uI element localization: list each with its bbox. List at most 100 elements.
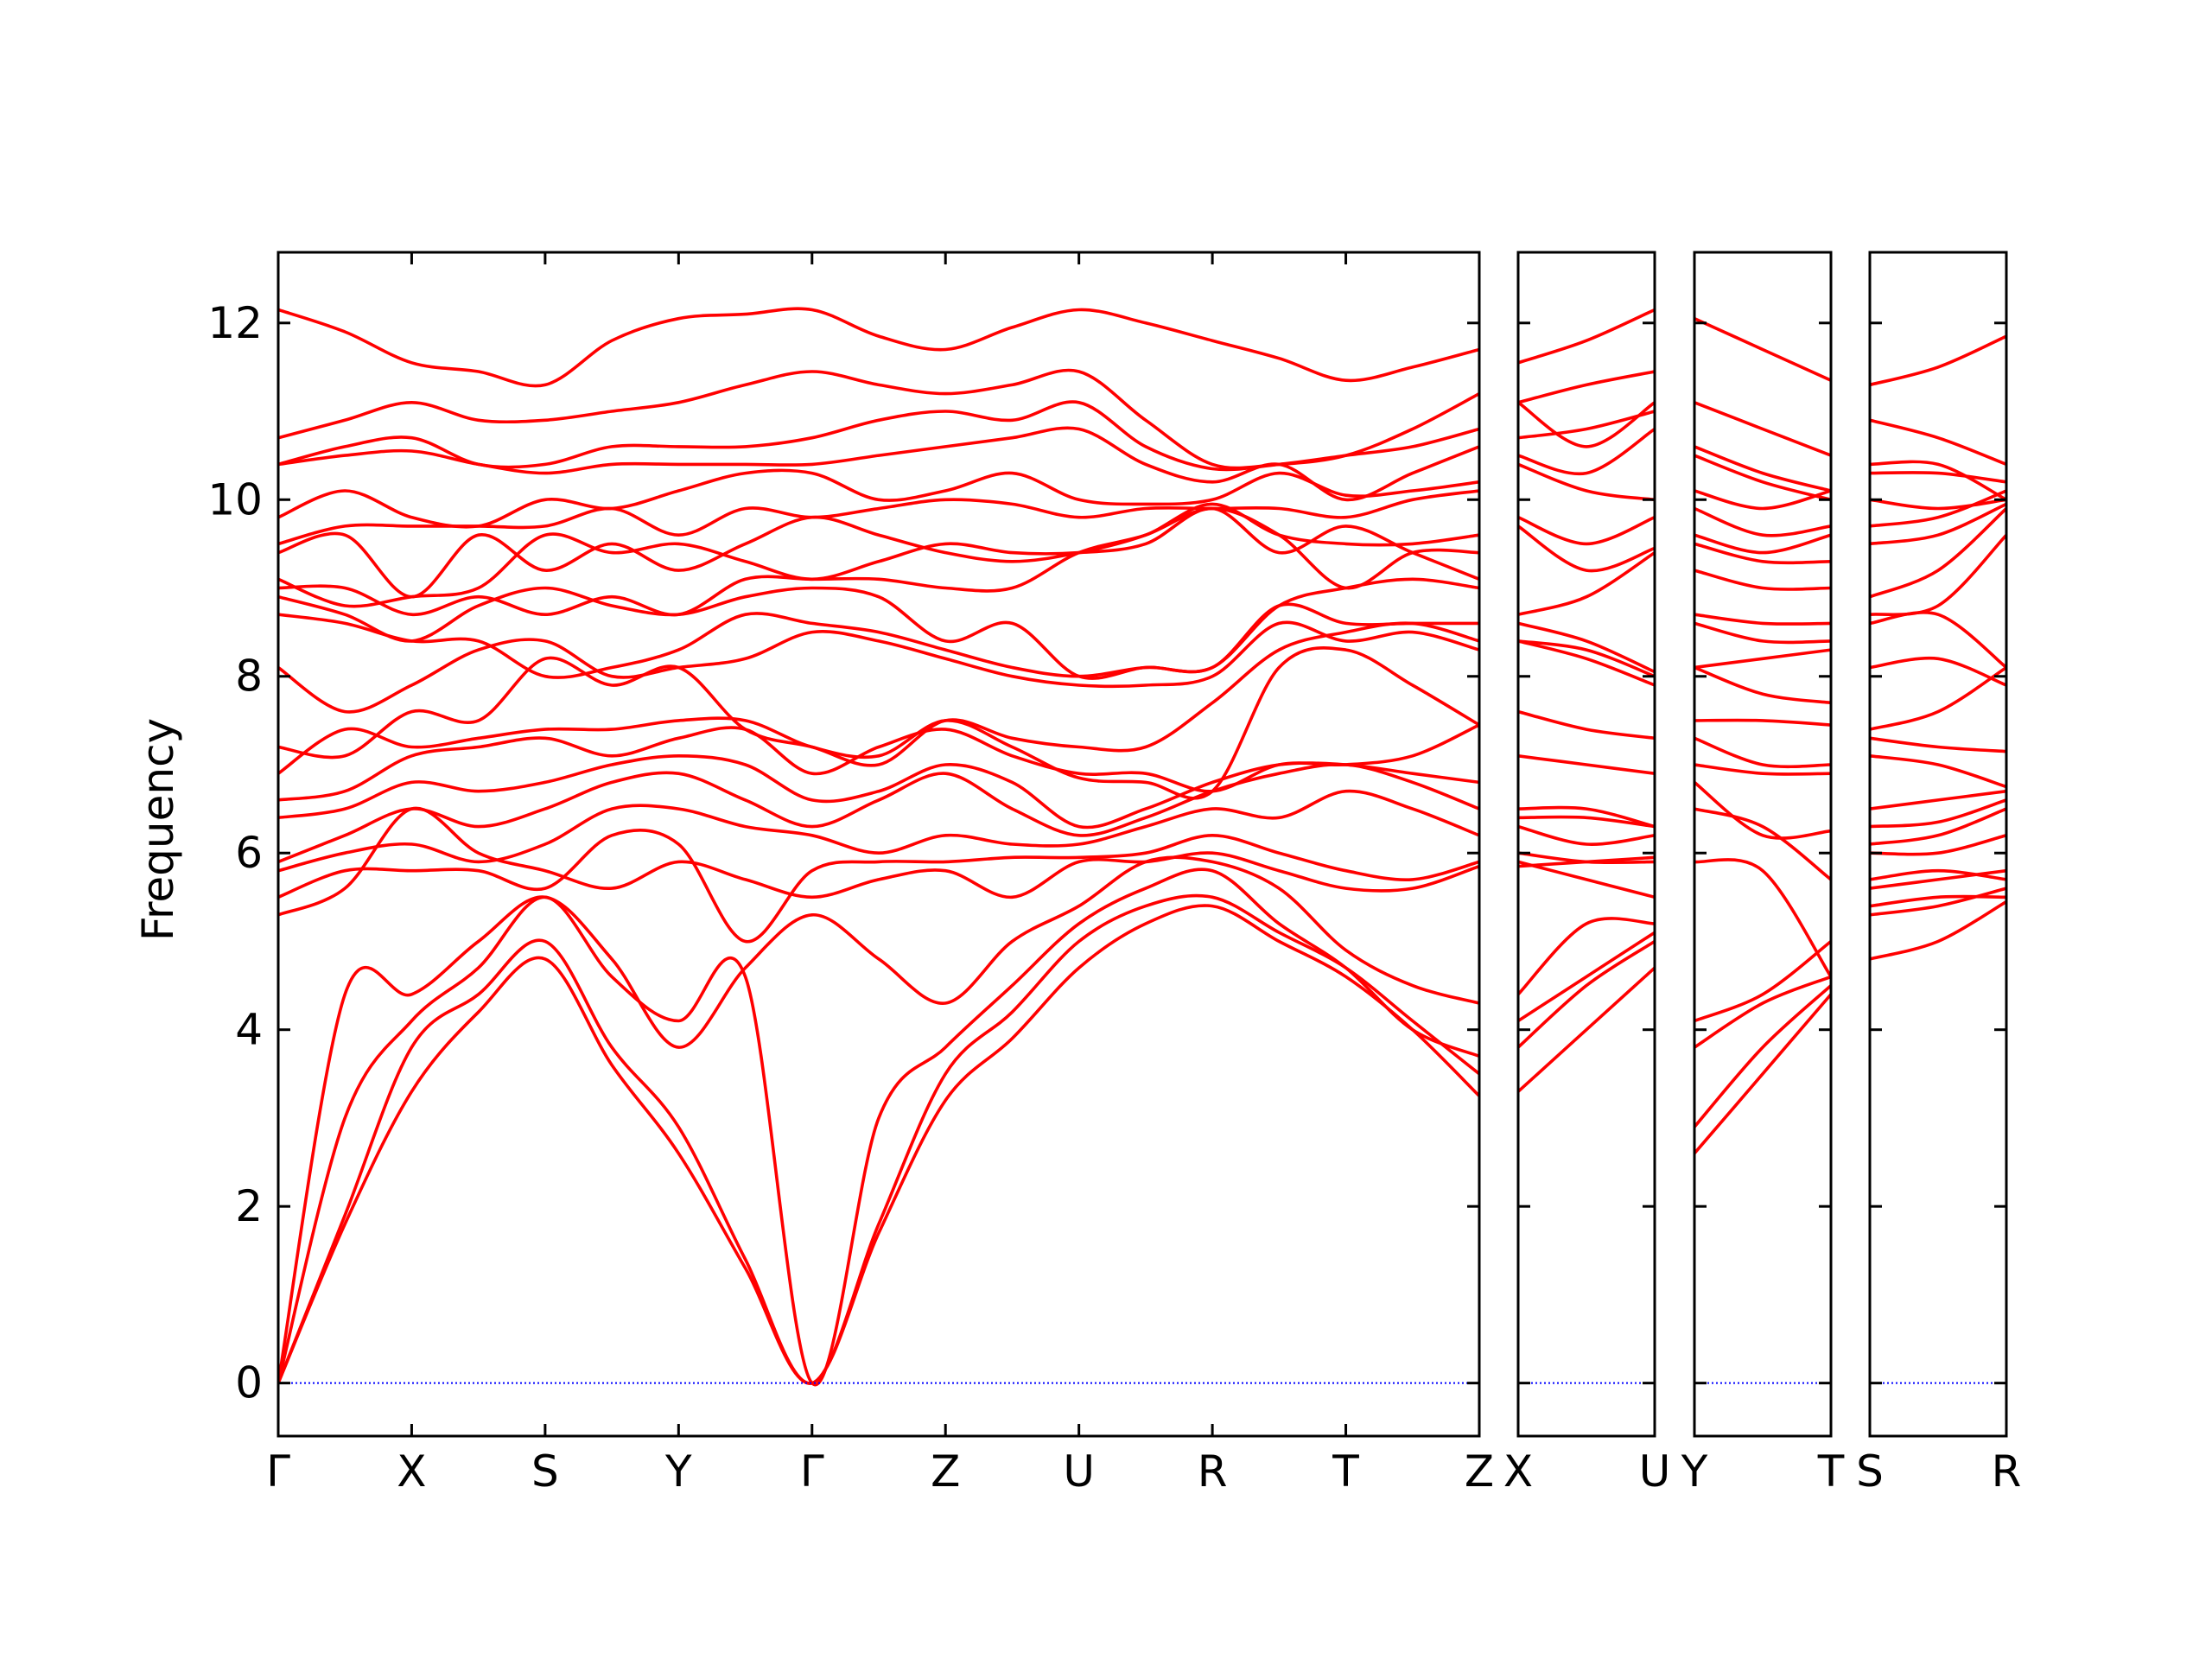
band-line	[278, 506, 1479, 608]
band-line	[1870, 754, 2006, 789]
x-tick-label: R	[1992, 1446, 2022, 1497]
band-line	[278, 829, 1479, 944]
band-line	[278, 577, 1479, 680]
band-line	[278, 855, 1479, 1384]
y-tick-label: 12	[207, 298, 263, 348]
band-line	[1870, 489, 2006, 528]
band-line	[1694, 858, 1831, 978]
band-line	[1694, 506, 1831, 537]
band-line	[278, 806, 1479, 917]
band-line	[1518, 815, 1655, 829]
panel-frame	[1693, 251, 1833, 1438]
band-line	[1518, 462, 1655, 502]
x-tick-label: Γ	[800, 1446, 824, 1497]
band-line	[1870, 798, 2006, 829]
band-line	[1518, 401, 1655, 448]
band-line	[1518, 966, 1655, 1093]
panel-frame	[1516, 251, 1656, 1438]
band-line	[1870, 656, 2006, 687]
panel-frame	[276, 251, 1481, 1438]
y-tick-label: 6	[235, 828, 263, 878]
band-line	[1518, 931, 1655, 1023]
band-line	[278, 468, 1479, 529]
x-tick-label: T	[1817, 1446, 1845, 1497]
x-tick-label: T	[1332, 1446, 1359, 1497]
band-line	[1518, 639, 1655, 687]
band-line	[1694, 569, 1831, 591]
band-line	[1694, 648, 1831, 670]
y-tick-label: 4	[235, 1005, 263, 1055]
x-tick-label: S	[1856, 1446, 1884, 1497]
x-tick-label: U	[1063, 1446, 1095, 1497]
panel-1: 0 2 4 6 8 10 12 Γ X S Y Γ Z U R T Z	[207, 251, 1494, 1497]
band-line	[1518, 754, 1655, 775]
band-line	[1518, 939, 1655, 1049]
band-line	[1870, 334, 2006, 387]
band-line	[1518, 516, 1655, 546]
band-line	[1518, 410, 1655, 440]
y-axis-label: Frequency	[133, 718, 183, 941]
band-line	[1518, 427, 1655, 476]
x-tick-label: Z	[931, 1446, 960, 1497]
band-line	[278, 621, 1479, 767]
band-line	[1694, 763, 1831, 776]
band-line	[1518, 639, 1655, 678]
band-line	[1518, 524, 1655, 573]
band-line	[1694, 665, 1831, 705]
band-line	[278, 502, 1479, 599]
band-line	[1518, 851, 1655, 864]
band-line	[1694, 807, 1831, 881]
band-line	[1694, 445, 1831, 493]
band-line	[1870, 736, 2006, 753]
band-line	[1694, 993, 1831, 1154]
panel-frame	[1868, 251, 2008, 1438]
x-tick-label: U	[1639, 1446, 1671, 1497]
x-tick-label: X	[1503, 1446, 1533, 1497]
band-line	[1870, 899, 2006, 961]
band-line	[1518, 860, 1655, 899]
x-tick-label: R	[1198, 1446, 1228, 1497]
band-line	[1694, 736, 1831, 769]
bands	[1694, 317, 1831, 1154]
band-line	[1694, 401, 1831, 457]
band-line	[1694, 542, 1831, 565]
x-tick-label: X	[397, 1446, 426, 1497]
y-tick-label: 10	[207, 474, 263, 524]
band-line	[1870, 611, 2006, 669]
band-line	[1694, 975, 1831, 1049]
band-line	[1870, 868, 2006, 890]
band-line	[1870, 471, 2006, 484]
y-tick-label: 0	[235, 1358, 263, 1408]
band-line	[1694, 454, 1831, 502]
band-line	[1870, 894, 2006, 908]
x-tick-label: Z	[1465, 1446, 1494, 1497]
band-line	[1518, 824, 1655, 846]
band-line	[278, 868, 1479, 1387]
band-line	[1870, 533, 2006, 617]
band-line	[1518, 370, 1655, 404]
bands	[1870, 334, 2006, 961]
band-line	[278, 754, 1479, 830]
x-tick-label: Y	[664, 1446, 692, 1497]
band-line	[1694, 533, 1831, 555]
band-line	[1870, 460, 2006, 501]
x-tick-label: S	[531, 1446, 559, 1497]
band-line	[1870, 887, 2006, 917]
x-tick-label: Y	[1681, 1446, 1708, 1497]
band-line	[1518, 308, 1655, 365]
band-line	[278, 620, 1479, 714]
band-line	[278, 904, 1479, 1385]
band-line	[1870, 507, 2006, 599]
band-line	[1870, 418, 2006, 467]
band-line	[1518, 917, 1655, 996]
band-line	[278, 368, 1479, 470]
band-line	[1694, 984, 1831, 1128]
band-line	[1694, 613, 1831, 626]
band-line	[1694, 621, 1831, 645]
bands	[278, 307, 1479, 1387]
bands	[1518, 308, 1655, 1093]
